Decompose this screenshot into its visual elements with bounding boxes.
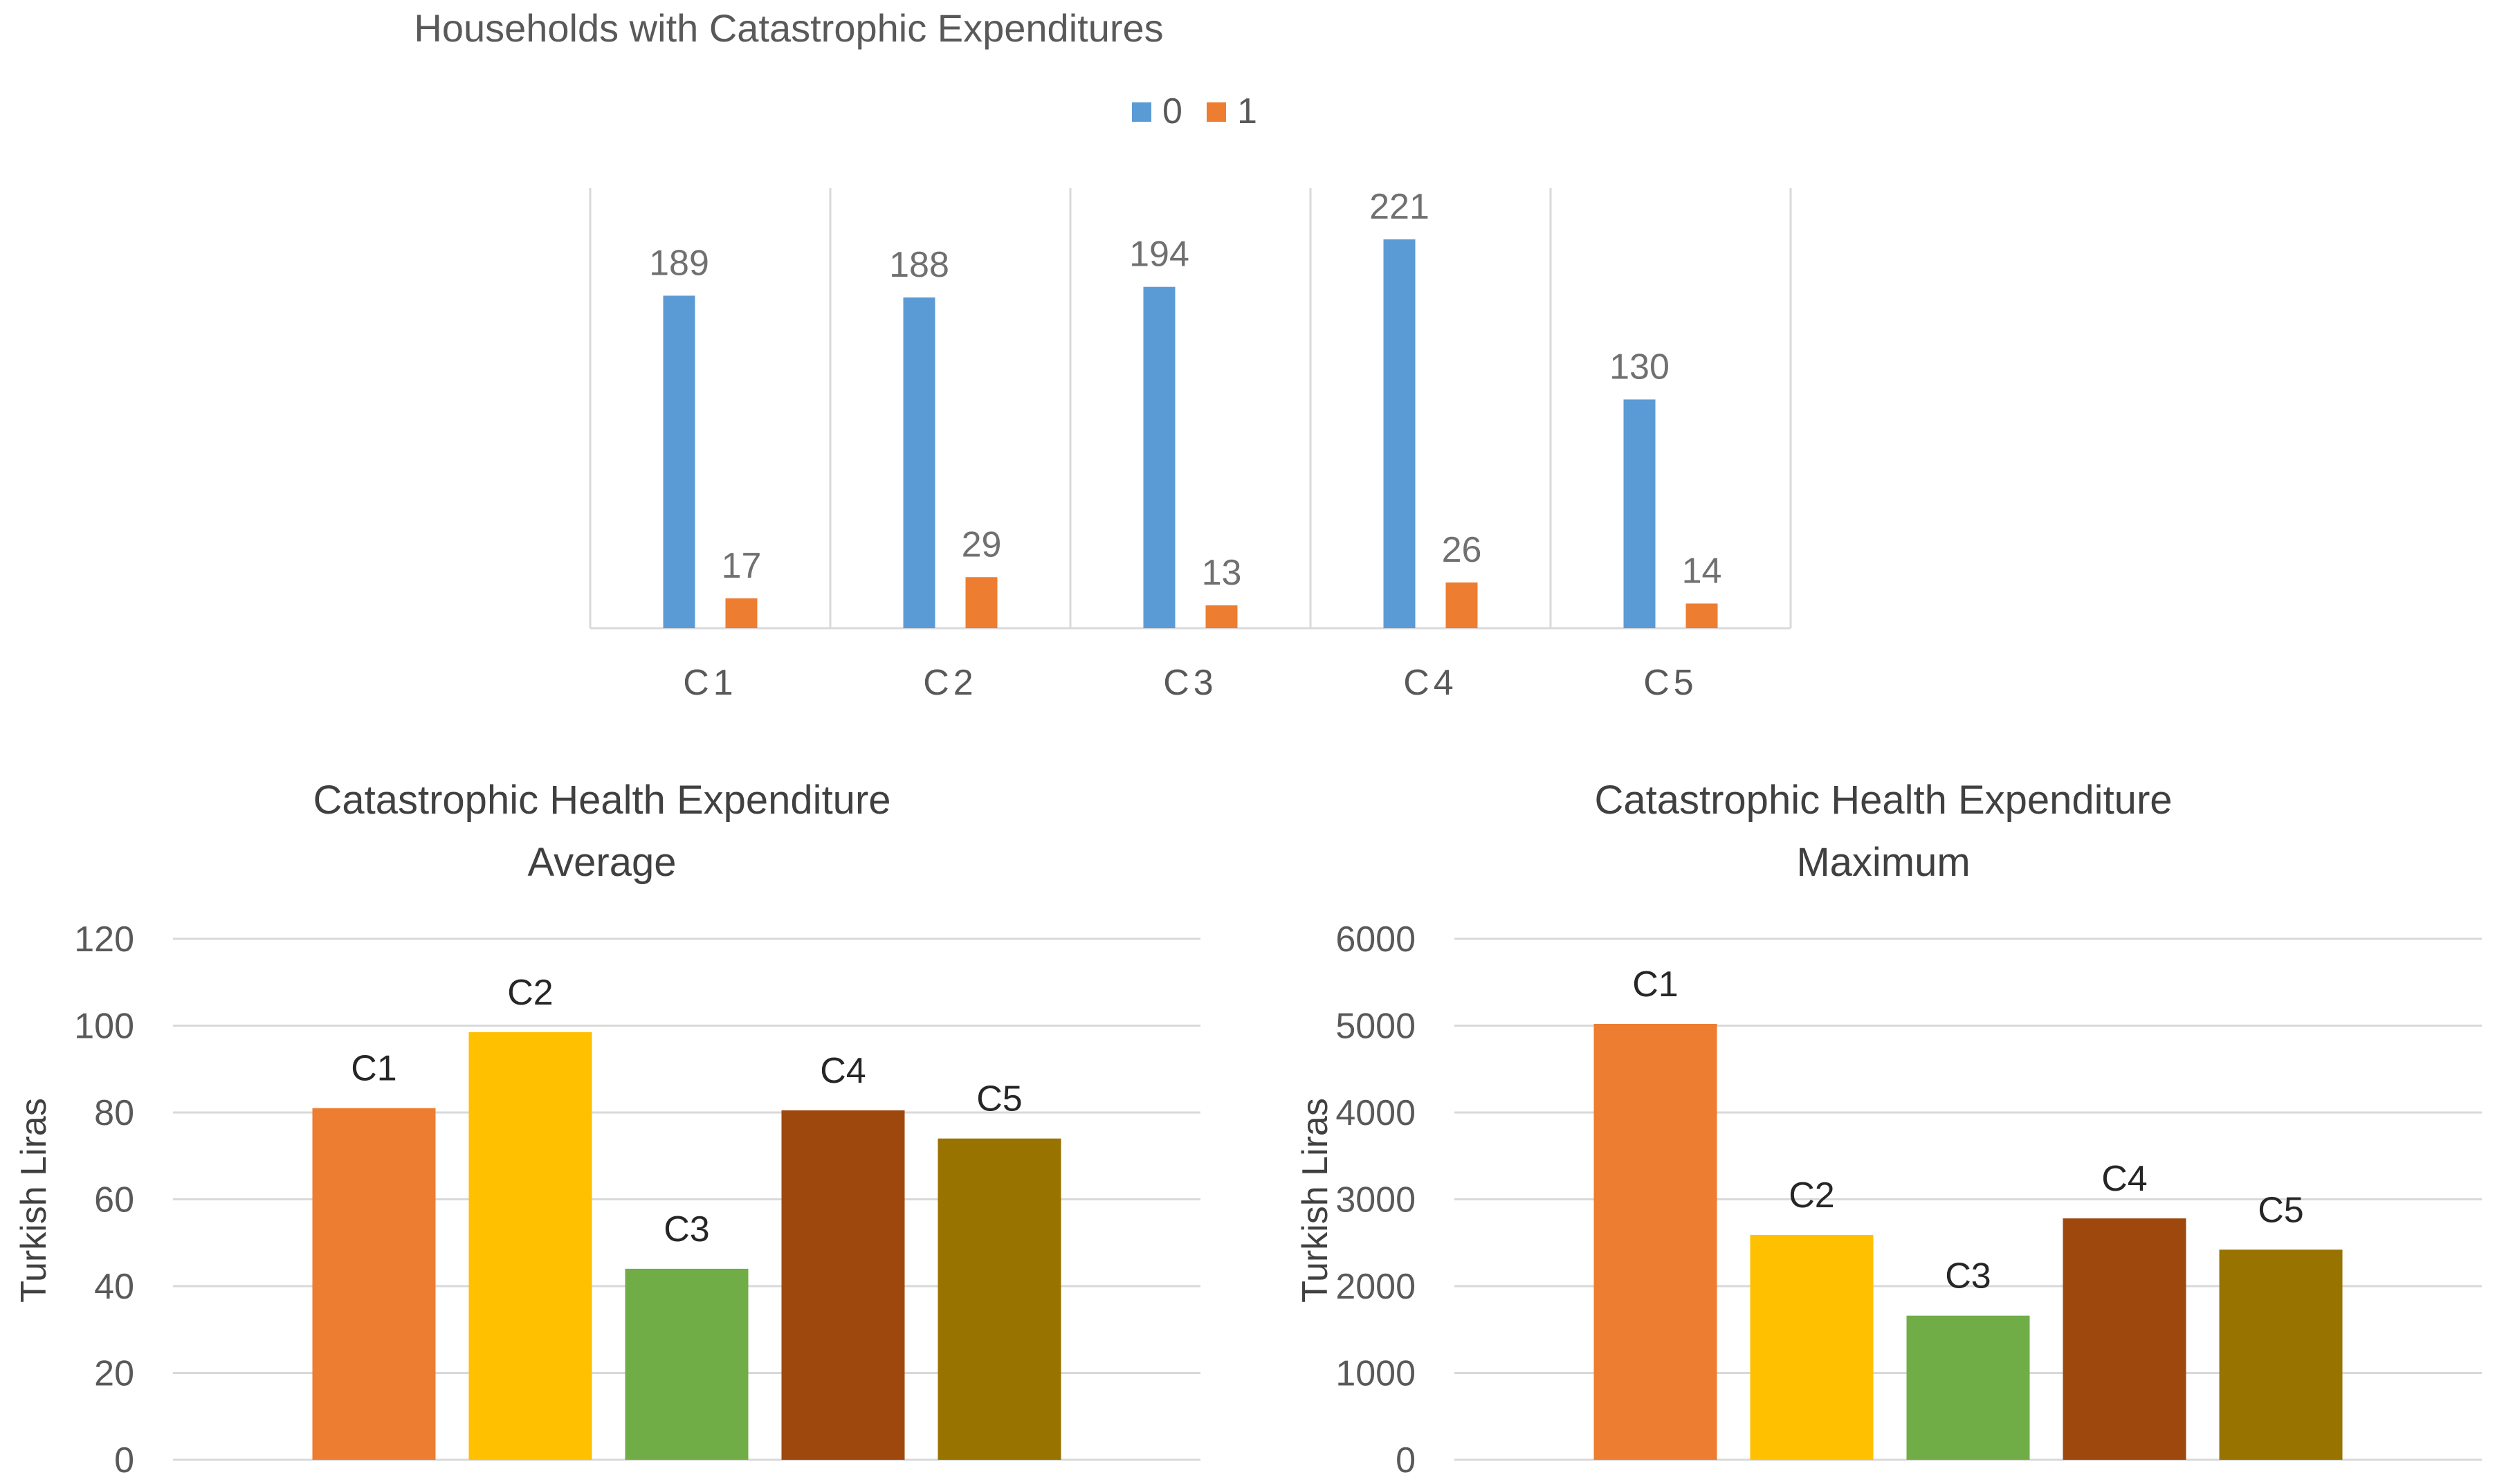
data-label-c5-series-0: 130 xyxy=(1609,347,1670,387)
legend-label-1: 1 xyxy=(1237,91,1257,131)
chart2-title-line1: Catastrophic Health Expenditure xyxy=(313,778,890,823)
y-tick-6000: 6000 xyxy=(1335,919,1416,960)
bar-c1 xyxy=(312,1108,436,1460)
chart2-title-line2: Average xyxy=(528,840,677,885)
y-tick-0: 0 xyxy=(114,1440,134,1481)
chart1-separators xyxy=(589,188,1792,628)
chart3-ylabel: Turkish Liras xyxy=(1295,1098,1335,1303)
bar-label-c3: C3 xyxy=(664,1209,709,1249)
bar-c2 xyxy=(1750,1234,1874,1460)
data-label-c2-series-0: 188 xyxy=(889,245,949,285)
data-label-c4-series-0: 221 xyxy=(1369,187,1429,227)
bar-c4-series-1 xyxy=(1445,582,1478,628)
bar-c5-series-1 xyxy=(1685,603,1718,628)
y-tick-60: 60 xyxy=(94,1180,134,1220)
legend-swatch-0 xyxy=(1132,102,1151,122)
y-tick-0: 0 xyxy=(1396,1440,1416,1481)
chart2-marks: 0 20 40 60 80 100 120 C1 C2 C3 C4 C5 xyxy=(74,919,1200,1481)
legend-swatch-1 xyxy=(1207,102,1226,122)
bar-c1-series-0 xyxy=(663,295,695,628)
x-tick-c2: C2 xyxy=(923,663,977,703)
data-label-c4-series-1: 26 xyxy=(1442,530,1482,570)
y-tick-5000: 5000 xyxy=(1335,1007,1416,1047)
chart3-marks: 0 1000 2000 3000 4000 5000 6000 C1 C2 C3 C4 C5 xyxy=(1335,919,2482,1481)
bar-label-c2: C2 xyxy=(1789,1175,1834,1216)
chart1-bars: 189 17 C1 188 29 C2 194 13 C3 221 26 C4 130 14 C5 xyxy=(649,187,1721,703)
y-tick-80: 80 xyxy=(94,1093,134,1133)
y-tick-2000: 2000 xyxy=(1335,1267,1416,1307)
bar-label-c5: C5 xyxy=(976,1079,1022,1119)
data-label-c1-series-0: 189 xyxy=(649,243,709,283)
bar-c5 xyxy=(2219,1249,2343,1460)
y-tick-20: 20 xyxy=(94,1354,134,1394)
chart1-title: Households with Catastrophic Expenditure… xyxy=(414,6,1163,50)
bar-c4-series-0 xyxy=(1383,239,1416,628)
bar-c1-series-1 xyxy=(725,598,758,628)
bar-c3 xyxy=(625,1268,749,1460)
chart3-title-line1: Catastrophic Health Expenditure xyxy=(1594,778,2172,823)
bar-c2 xyxy=(468,1032,592,1460)
bar-c2-series-0 xyxy=(903,297,935,628)
bar-label-c4: C4 xyxy=(2101,1159,2147,1199)
bar-label-c2: C2 xyxy=(507,973,553,1013)
data-label-c2-series-1: 29 xyxy=(962,524,1002,565)
bar-label-c4: C4 xyxy=(820,1051,866,1091)
maximum-chart: Catastrophic Health Expenditure Maximum … xyxy=(1295,778,2482,1481)
bar-c1 xyxy=(1593,1023,1717,1460)
bar-c4 xyxy=(781,1110,905,1460)
chart2-ylabel: Turkish Liras xyxy=(14,1098,54,1303)
y-tick-100: 100 xyxy=(74,1007,134,1047)
bar-label-c1: C1 xyxy=(1632,964,1678,1005)
y-tick-1000: 1000 xyxy=(1335,1354,1416,1394)
bar-label-c3: C3 xyxy=(1945,1256,1991,1297)
x-tick-c1: C1 xyxy=(683,663,737,703)
bar-c4 xyxy=(2063,1218,2186,1460)
y-tick-4000: 4000 xyxy=(1335,1093,1416,1133)
data-label-c5-series-1: 14 xyxy=(1682,551,1722,591)
bar-c2-series-1 xyxy=(965,577,998,628)
bar-c3-series-0 xyxy=(1143,286,1176,628)
chart3-title-line2: Maximum xyxy=(1796,840,1970,885)
bar-label-c5: C5 xyxy=(2258,1190,2303,1230)
y-tick-120: 120 xyxy=(74,919,134,960)
data-label-c3-series-1: 13 xyxy=(1202,553,1242,593)
legend-label-0: 0 xyxy=(1162,91,1182,131)
average-chart: Catastrophic Health Expenditure Average … xyxy=(14,778,1200,1481)
bar-label-c1: C1 xyxy=(351,1049,396,1089)
data-label-c3-series-0: 194 xyxy=(1129,235,1189,275)
bar-c5-series-0 xyxy=(1623,399,1656,628)
bar-c5 xyxy=(938,1138,1061,1460)
bar-c3-series-1 xyxy=(1205,605,1238,628)
households-chart: Households with Catastrophic Expenditure… xyxy=(414,6,1792,703)
y-tick-40: 40 xyxy=(94,1267,134,1307)
x-tick-c5: C5 xyxy=(1643,663,1697,703)
chart1-legend: 0 1 xyxy=(1132,91,1257,131)
x-tick-c3: C3 xyxy=(1163,663,1217,703)
data-label-c1-series-1: 17 xyxy=(722,546,762,586)
x-tick-c4: C4 xyxy=(1403,663,1457,703)
y-tick-3000: 3000 xyxy=(1335,1180,1416,1220)
bar-c3 xyxy=(1906,1315,2030,1460)
